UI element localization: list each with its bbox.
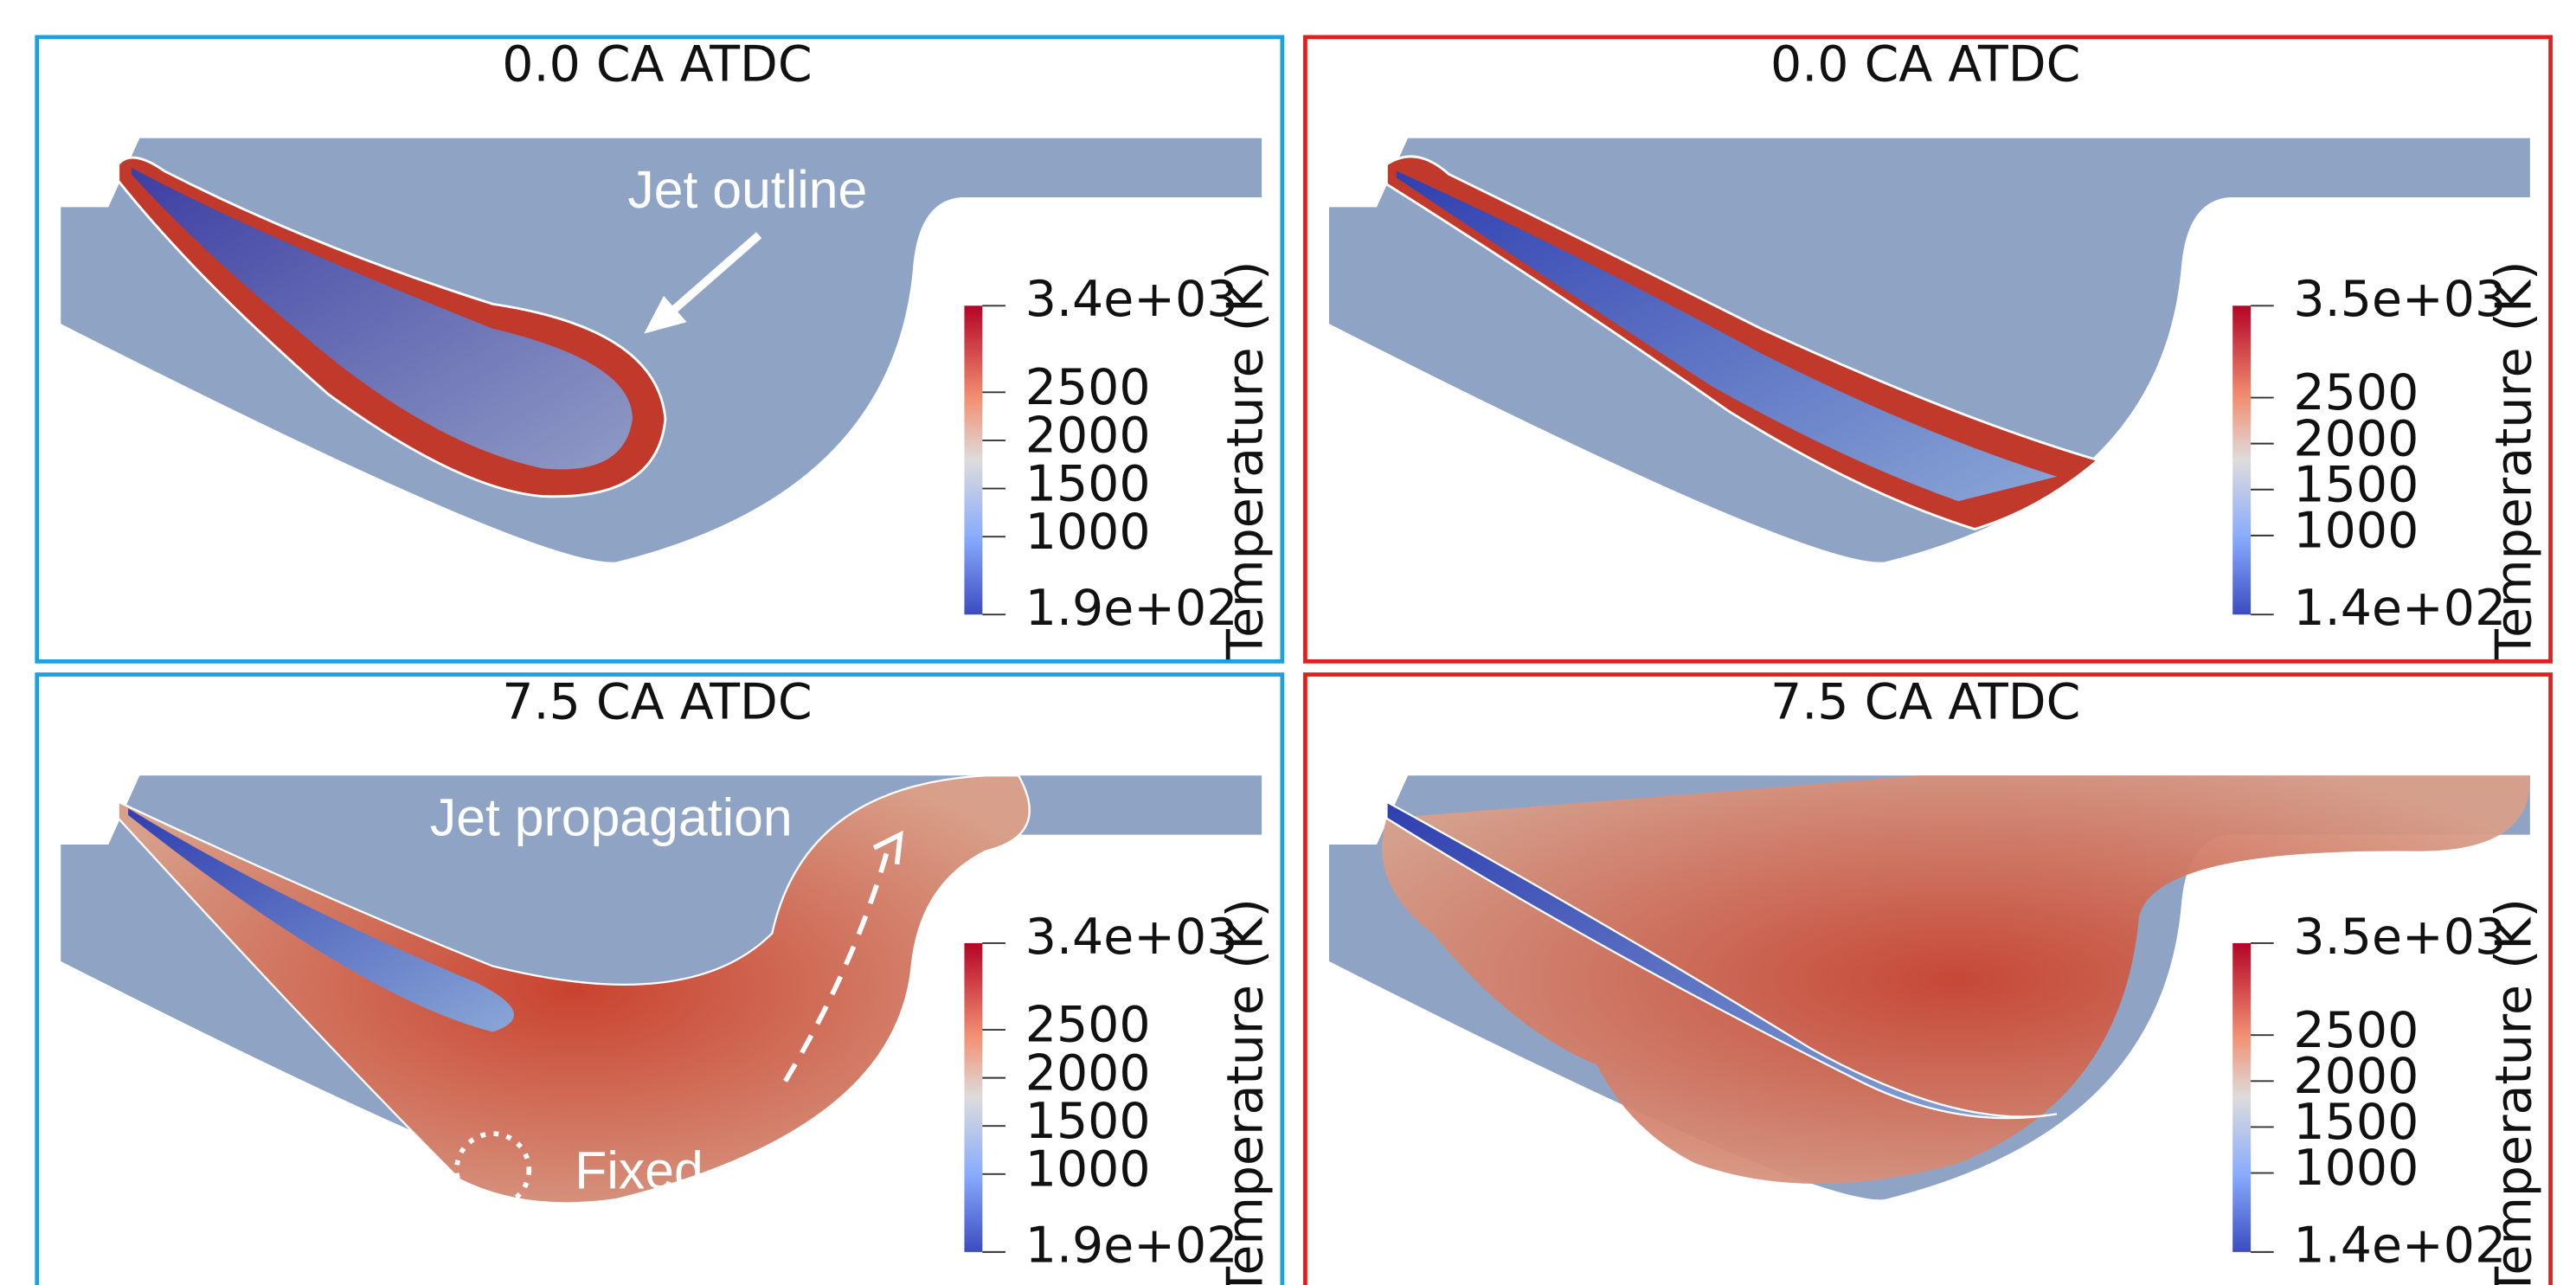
page: {"panels": [ {"title": "0.0 CA ATDC", "b… — [0, 0, 2576, 1285]
colorbar — [964, 943, 982, 1252]
colorbar-title: Temperature (K) — [1217, 898, 1275, 1285]
panel: 7.5 CA ATDC3.4e+031.9e+02250020001500100… — [37, 673, 1282, 1285]
annotation: Fixed — [575, 1141, 703, 1200]
panel-title: 7.5 CA ATDC — [1770, 673, 2080, 730]
colorbar-min-label: 1.4e+02 — [2293, 1218, 2506, 1275]
colorbar-title: Temperature (K) — [2485, 898, 2542, 1285]
colorbar-title: Temperature (K) — [2485, 260, 2542, 660]
colorbar-max-label: 3.4e+03 — [1025, 909, 1238, 966]
colorbar-min-label: 1.9e+02 — [1025, 580, 1238, 637]
colorbar-min-label: 1.9e+02 — [1025, 1218, 1238, 1275]
annotation: Jet propagation — [430, 787, 793, 846]
panel-title: 7.5 CA ATDC — [502, 673, 812, 730]
colorbar-tick-label: 1000 — [1025, 504, 1151, 561]
panel-title: 0.0 CA ATDC — [1770, 36, 2080, 93]
figure: 0.0 CA ATDC3.4e+031.9e+02250020001500100… — [0, 0, 2576, 1285]
panel-title: 0.0 CA ATDC — [502, 36, 812, 93]
colorbar-title: Temperature (K) — [1217, 260, 1275, 660]
colorbar — [2232, 943, 2251, 1252]
colorbar-tick-label: 1000 — [1025, 1141, 1151, 1198]
panel: 0.0 CA ATDC3.4e+031.9e+02250020001500100… — [37, 36, 1282, 662]
annotation: Jet outline — [627, 160, 867, 219]
colorbar-max-label: 3.4e+03 — [1025, 271, 1238, 328]
colorbar — [964, 305, 982, 614]
colorbar — [2232, 305, 2251, 614]
panel: 7.5 CA ATDC3.5e+031.4e+02250020001500100… — [1305, 673, 2550, 1285]
colorbar-tick-label: 1000 — [2293, 1140, 2419, 1197]
colorbar-max-label: 3.5e+03 — [2293, 909, 2506, 966]
colorbar-tick-label: 1000 — [2293, 503, 2419, 560]
panel: 0.0 CA ATDC3.5e+031.4e+02250020001500100… — [1305, 36, 2550, 662]
colorbar-min-label: 1.4e+02 — [2293, 580, 2506, 637]
colorbar-max-label: 3.5e+03 — [2293, 271, 2506, 328]
